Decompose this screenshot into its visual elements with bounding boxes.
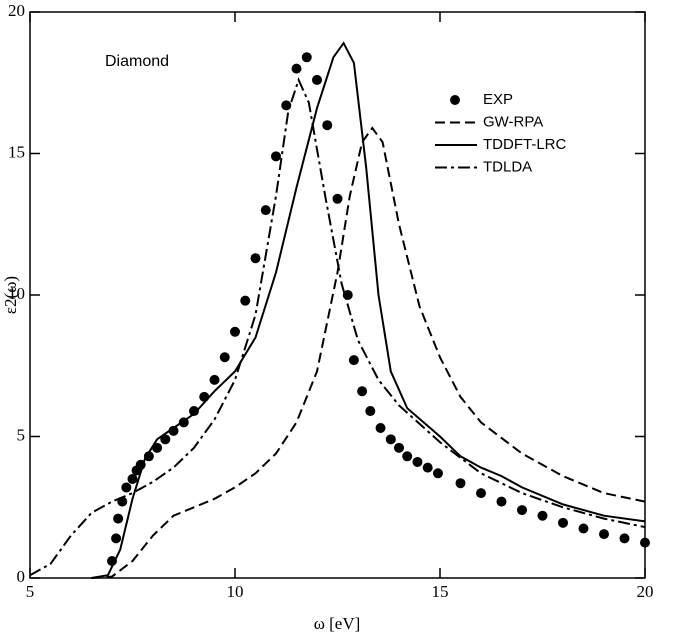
legend-marker xyxy=(450,95,460,105)
data-point xyxy=(312,74,322,85)
data-point xyxy=(365,406,376,417)
data-point xyxy=(111,533,122,544)
data-point xyxy=(301,52,312,63)
x-tick-label: 5 xyxy=(26,582,35,601)
data-point xyxy=(402,451,413,462)
data-point xyxy=(432,468,443,479)
data-point xyxy=(322,120,333,131)
data-point xyxy=(219,352,230,363)
data-point xyxy=(250,253,261,264)
data-point xyxy=(619,533,630,544)
plot-frame xyxy=(29,11,646,579)
data-point xyxy=(160,434,171,445)
data-point xyxy=(599,529,609,540)
data-point xyxy=(640,537,650,548)
legend-label: GW-RPA xyxy=(483,113,543,130)
data-point xyxy=(240,295,251,306)
data-point xyxy=(517,505,527,516)
data-point xyxy=(455,478,466,489)
legend-label: TDDFT-LRC xyxy=(483,136,566,153)
y-axis-label: ε2(ω) xyxy=(1,276,20,314)
data-point xyxy=(230,326,240,337)
line-series xyxy=(91,41,646,579)
data-point xyxy=(385,434,396,445)
legend-label: TDLDA xyxy=(483,158,532,175)
y-tick-label: 15 xyxy=(8,142,25,161)
y-tick-label: 0 xyxy=(17,567,26,586)
x-axis-label: ω [eV] xyxy=(314,614,361,633)
data-point xyxy=(143,451,154,462)
x-tick-label: 20 xyxy=(637,582,654,601)
data-point xyxy=(412,456,423,467)
y-tick-label: 20 xyxy=(8,1,25,20)
line-series xyxy=(29,77,646,577)
data-point xyxy=(121,482,132,493)
data-point xyxy=(152,442,163,453)
data-point xyxy=(271,151,281,162)
data-point xyxy=(537,510,548,521)
data-point xyxy=(113,513,124,524)
legend-label: EXP xyxy=(483,91,513,108)
data-point xyxy=(168,425,179,436)
data-point xyxy=(558,517,568,528)
line-series xyxy=(91,126,646,579)
data-point xyxy=(291,63,302,74)
data-point xyxy=(357,386,368,397)
data-point xyxy=(578,523,589,534)
data-point xyxy=(476,488,486,499)
x-tick-label: 10 xyxy=(227,582,244,601)
y-tick-label: 5 xyxy=(17,425,26,444)
data-point xyxy=(127,473,138,484)
data-point xyxy=(199,391,210,402)
data-point xyxy=(348,355,359,366)
data-point xyxy=(332,193,343,204)
annotation: Diamond xyxy=(105,53,169,70)
data-point xyxy=(260,205,271,216)
data-point xyxy=(422,462,433,473)
y-tick-label: 10 xyxy=(8,284,25,303)
data-point xyxy=(496,496,507,507)
data-point xyxy=(394,442,404,453)
x-tick-label: 15 xyxy=(432,582,449,601)
data-point xyxy=(375,423,386,434)
data-point xyxy=(209,374,220,385)
data-point xyxy=(189,406,199,417)
